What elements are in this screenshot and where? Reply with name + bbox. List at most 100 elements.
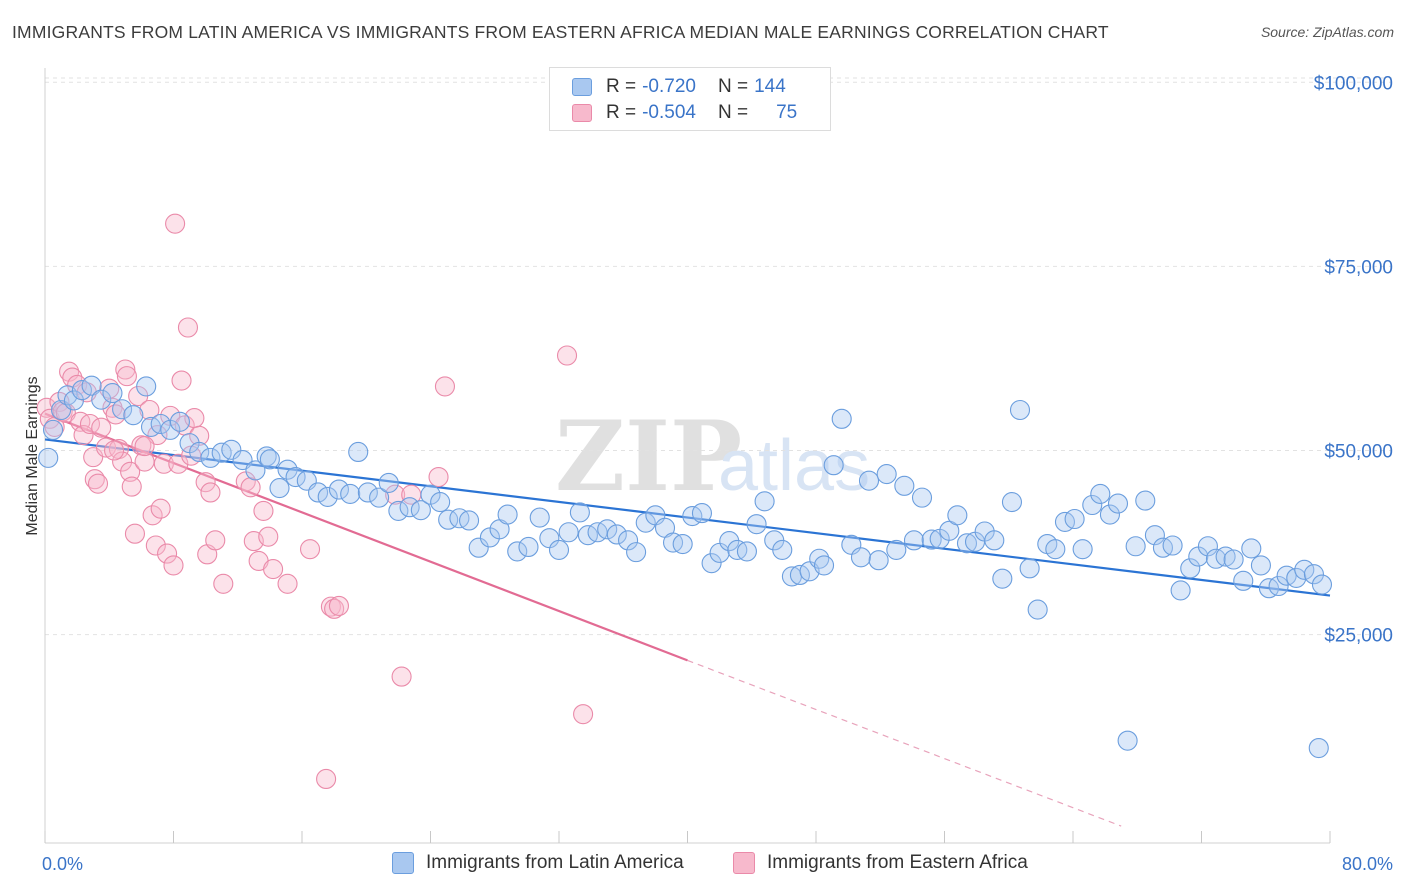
point-eastern-africa [177, 317, 199, 338]
point-latin-america [894, 475, 915, 496]
point-latin-america [911, 487, 933, 508]
trend-line-eastern-africa-extension [687, 659, 1122, 827]
point-eastern-africa [104, 440, 125, 461]
point-latin-america [1233, 570, 1254, 591]
point-latin-america [245, 460, 266, 481]
point-latin-america [200, 447, 221, 468]
series-legend-eastern-africa[interactable]: Immigrants from Eastern Africa [733, 852, 1028, 874]
point-latin-america [1311, 574, 1333, 595]
point-latin-america [348, 441, 369, 463]
point-latin-america [1197, 536, 1218, 557]
point-latin-america [357, 482, 378, 503]
point-eastern-africa [124, 523, 145, 544]
point-latin-america [1125, 536, 1146, 557]
y-tick-label: $75,000 [1324, 257, 1393, 278]
point-eastern-africa [95, 437, 117, 458]
series-label-latin-america: Immigrants from Latin America [426, 852, 684, 873]
legend-n-label: N = [717, 102, 749, 123]
point-latin-america [458, 510, 480, 531]
point-latin-america [1215, 546, 1236, 567]
point-latin-america [850, 547, 872, 568]
point-latin-america [1027, 599, 1048, 620]
point-latin-america [1303, 564, 1324, 585]
point-latin-america [1162, 535, 1183, 556]
point-eastern-africa [328, 595, 349, 616]
point-eastern-africa [320, 596, 341, 617]
point-eastern-africa [391, 666, 412, 687]
point-eastern-africa [153, 453, 174, 474]
point-eastern-africa [147, 424, 168, 446]
point-latin-america [1064, 508, 1085, 530]
point-eastern-africa [115, 359, 136, 380]
x-tick-label-min: 0.0% [42, 854, 83, 874]
point-latin-america [672, 533, 693, 555]
point-latin-america [1090, 483, 1111, 505]
legend-swatch-latin-america [572, 78, 592, 96]
point-latin-america [102, 383, 123, 404]
point-latin-america [1170, 580, 1191, 601]
point-latin-america [886, 539, 907, 560]
point-latin-america [992, 568, 1013, 589]
point-latin-america [430, 492, 451, 513]
point-latin-america [691, 503, 713, 524]
point-latin-america [399, 497, 420, 518]
point-latin-america [1001, 492, 1023, 513]
point-latin-america [618, 530, 639, 551]
series-swatch-latin-america [392, 852, 414, 874]
series-legend-latin-america[interactable]: Immigrants from Latin America [392, 852, 684, 874]
point-latin-america [497, 504, 518, 525]
point-eastern-africa [165, 213, 186, 234]
point-latin-america [1019, 558, 1040, 579]
point-eastern-africa [121, 476, 142, 497]
point-latin-america [1099, 504, 1120, 525]
correlation-legend: R = -0.720 N = 144 R = -0.504 N = 75 [549, 67, 831, 131]
point-eastern-africa [79, 413, 101, 435]
point-latin-america [256, 446, 277, 467]
y-tick-label: $50,000 [1324, 442, 1393, 463]
y-tick-label: $25,000 [1324, 626, 1393, 647]
point-eastern-africa [556, 345, 578, 366]
point-latin-america [91, 389, 112, 410]
point-latin-america [558, 522, 579, 543]
y-tick-label: $100,000 [1314, 73, 1393, 94]
point-latin-america [71, 380, 92, 401]
point-latin-america [984, 530, 1005, 551]
point-eastern-africa [385, 484, 406, 505]
trend-line-eastern-africa [44, 412, 688, 662]
point-latin-america [1009, 399, 1031, 421]
point-latin-america [269, 478, 290, 499]
point-latin-america [277, 459, 298, 480]
legend-n-label: N = [717, 76, 749, 97]
point-latin-america [701, 553, 722, 574]
point-eastern-africa [299, 539, 321, 560]
point-latin-america [754, 491, 775, 512]
point-latin-america [569, 502, 590, 523]
point-latin-america [548, 539, 570, 560]
point-latin-america [308, 482, 329, 503]
point-latin-america [1117, 730, 1138, 751]
point-eastern-africa [87, 473, 109, 494]
point-latin-america [259, 449, 280, 470]
axes [44, 68, 1331, 844]
point-eastern-africa [258, 526, 279, 547]
axis-labels: $25,000 $50,000 $75,000 $100,000 0.0% 80.0% Me… [24, 73, 1393, 874]
point-eastern-africa [73, 424, 94, 446]
point-eastern-africa [240, 477, 261, 498]
point-latin-america [42, 419, 64, 440]
series-label-eastern-africa: Immigrants from Eastern Africa [767, 852, 1028, 873]
point-eastern-africa [205, 530, 226, 551]
point-latin-america [1241, 538, 1262, 559]
point-latin-america [388, 500, 409, 521]
point-latin-america [169, 411, 190, 432]
point-latin-america [956, 533, 978, 554]
point-eastern-africa [139, 399, 160, 421]
point-latin-america [378, 472, 399, 493]
legend-n-value: 144 [754, 76, 786, 97]
legend-n-value: 75 [776, 102, 798, 123]
watermark-zip: ZIP [555, 400, 742, 513]
point-latin-america [507, 541, 528, 562]
point-latin-america [606, 524, 627, 545]
point-latin-america [1144, 525, 1165, 546]
point-latin-america [947, 505, 968, 526]
trend-line-latin-america [44, 438, 1331, 597]
